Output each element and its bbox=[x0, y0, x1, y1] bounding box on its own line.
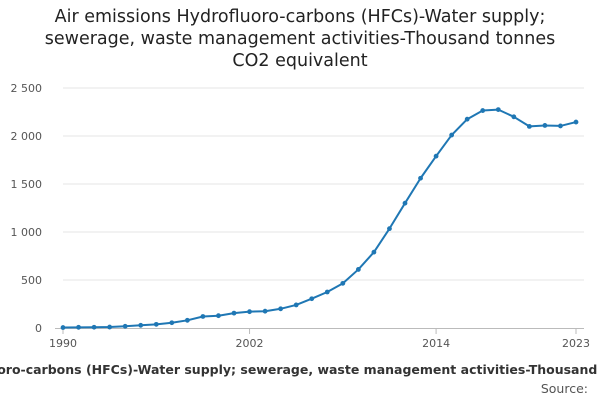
data-point bbox=[169, 320, 175, 326]
data-point bbox=[122, 323, 128, 329]
legend-series-name: Air emissions Hydrofluoro-carbons (HFCs)… bbox=[0, 362, 600, 377]
series bbox=[60, 107, 579, 330]
data-point bbox=[138, 322, 144, 328]
chart-title-line-3: CO2 equivalent bbox=[232, 51, 368, 71]
data-point bbox=[371, 249, 377, 255]
data-point bbox=[387, 226, 392, 232]
data-point bbox=[495, 107, 501, 112]
y-tick-label: 1 000 bbox=[11, 226, 43, 239]
y-tick-label: 1 500 bbox=[11, 178, 43, 191]
data-point bbox=[449, 132, 455, 138]
data-point bbox=[526, 124, 532, 129]
data-point bbox=[247, 309, 252, 315]
data-point bbox=[200, 314, 206, 319]
source-label: Source: bbox=[540, 381, 588, 396]
x-tick-label: 2002 bbox=[236, 337, 264, 350]
data-point bbox=[216, 313, 221, 319]
chart-title-line-1: Air emissions Hydrofluoro-carbons (HFCs)… bbox=[54, 7, 546, 27]
x-tick-label: 1990 bbox=[49, 337, 77, 350]
data-point bbox=[355, 267, 361, 272]
data-point bbox=[542, 123, 548, 128]
data-point bbox=[480, 108, 486, 113]
data-point bbox=[402, 200, 408, 206]
data-point bbox=[278, 306, 284, 312]
data-point bbox=[184, 317, 190, 323]
chart-title-line-2: sewerage, waste management activities-Th… bbox=[44, 29, 556, 49]
data-point bbox=[511, 114, 517, 120]
data-point bbox=[107, 324, 113, 330]
data-point bbox=[433, 153, 439, 159]
data-point bbox=[418, 175, 423, 181]
axes: 0 500 1 000 1 500 2 000 2 500 1990 2002 2014 2023 bbox=[11, 82, 591, 350]
data-point bbox=[573, 119, 579, 125]
series-line bbox=[62, 108, 577, 329]
chart-title: Air emissions Hydrofluoro-carbons (HFCs)… bbox=[0, 6, 600, 72]
x-tick-label: 2014 bbox=[422, 337, 450, 350]
data-point bbox=[293, 302, 299, 308]
y-tick-label: 0 bbox=[35, 322, 42, 335]
legend: Air emissions Hydrofluoro-carbons (HFCs)… bbox=[0, 362, 600, 380]
data-point bbox=[324, 289, 330, 295]
y-tick-label: 500 bbox=[21, 274, 42, 287]
x-tick-label: 2023 bbox=[562, 337, 590, 350]
data-point bbox=[60, 325, 66, 330]
data-point bbox=[558, 123, 563, 129]
data-point bbox=[340, 280, 346, 286]
data-point bbox=[231, 310, 237, 316]
y-tick-label: 2 000 bbox=[11, 130, 43, 143]
data-point bbox=[76, 324, 81, 330]
y-tick-label: 2 500 bbox=[11, 82, 43, 95]
data-point bbox=[262, 308, 268, 314]
data-point bbox=[464, 116, 470, 122]
data-point bbox=[309, 296, 315, 302]
grid-lines bbox=[63, 87, 584, 281]
data-point bbox=[91, 324, 97, 330]
data-point bbox=[153, 321, 159, 327]
